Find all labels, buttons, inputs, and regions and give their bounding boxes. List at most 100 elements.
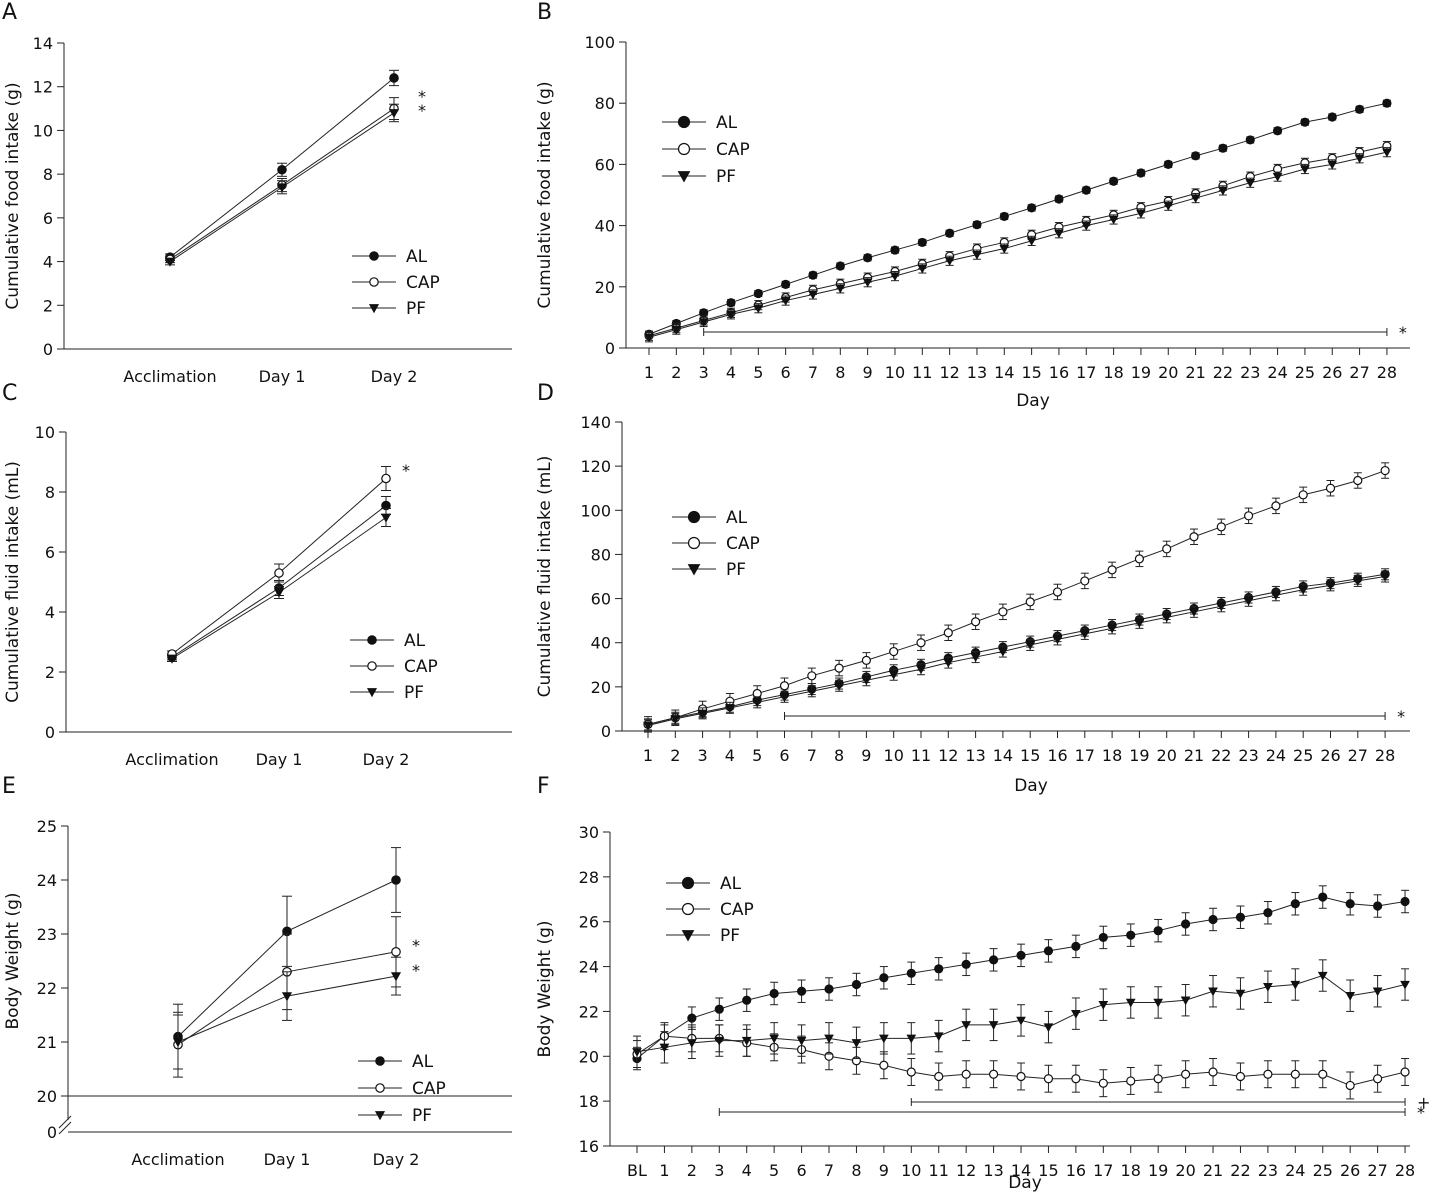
chart-b-point-pf — [999, 244, 1010, 254]
chart-f-point-al — [1208, 914, 1218, 925]
chart-c-legend-marker-pf — [366, 688, 378, 698]
chart-d-xtick-label: 13 — [965, 746, 985, 765]
chart-f-point-al — [796, 986, 807, 996]
chart-d-point-pf — [670, 715, 681, 724]
chart-f-xtick-label: 11 — [929, 1161, 949, 1180]
chart-d-point-pf — [916, 665, 926, 675]
chart-f-point-pf — [1098, 1001, 1109, 1010]
chart-c-point-pf — [273, 588, 285, 598]
chart-d-xtick-label: 9 — [861, 746, 871, 765]
chart-d-point-cap — [1216, 522, 1226, 532]
chart-d-point-pf — [1325, 581, 1336, 591]
chart-f-point-al — [687, 1013, 697, 1023]
chart-f-xtick-label: 21 — [1203, 1161, 1223, 1180]
chart-f-point-al — [934, 964, 944, 974]
chart-a-legend-label: PF — [406, 299, 426, 319]
chart-b-point-al — [1354, 104, 1365, 114]
chart-f-point-pf — [906, 1034, 917, 1044]
cumulative-food-intake-acclimation-chart: 0 2 4 6 8 10 12 14 Acclimation Day 1 Day 2 Cumulati… — [3, 34, 512, 386]
chart-b-xtick-label: 1 — [644, 363, 654, 382]
chart-f-xtick-label: 19 — [1148, 1161, 1168, 1180]
chart-b-point-al — [917, 237, 927, 248]
chart-d-xtick-label: 10 — [884, 746, 904, 765]
chart-a-ytick-label: 10 — [33, 121, 53, 140]
chart-e-ytick-label-zero: 0 — [47, 1123, 57, 1142]
chart-b-xtick-label: 15 — [1021, 363, 1041, 382]
chart-d-xtick-label: 8 — [834, 746, 844, 765]
chart-f-ytick-label: 30 — [579, 823, 599, 842]
chart-f-point-pf — [714, 1036, 725, 1046]
chart-b-point-pf — [753, 304, 764, 314]
chart-b-point-pf — [1327, 160, 1338, 170]
chart-a-point-pf — [388, 109, 400, 119]
chart-f-point-pf — [1125, 998, 1136, 1008]
chart-b-point-pf — [944, 257, 955, 266]
chart-c-ytick-label: 6 — [45, 543, 55, 562]
chart-b-point-al — [781, 279, 791, 289]
chart-d-point-pf — [1298, 586, 1309, 595]
chart-f-xtick-label: 17 — [1093, 1161, 1113, 1180]
chart-b-point-pf — [1218, 186, 1228, 196]
chart-b-xtick-label: 11 — [912, 363, 932, 382]
chart-e-ytick-label: 25 — [37, 817, 57, 836]
chart-b-legend-marker-al — [677, 115, 691, 129]
chart-d-series-cap-line — [647, 470, 1386, 725]
chart-panel-d: 0 20 40 60 80 100 120 140 1 2 3 4 5 6 7 8 9 10 11 12 13 14 15 1… — [520, 390, 1438, 800]
chart-a-legend-label: CAP — [406, 273, 440, 293]
chart-f-point-pf — [632, 1048, 642, 1057]
chart-b-xtick-label: 26 — [1322, 363, 1342, 382]
chart-b-point-pf — [698, 318, 709, 328]
chart-f-xtick-label: 25 — [1313, 1161, 1333, 1180]
chart-f-xtick-label: 4 — [742, 1161, 752, 1180]
chart-c-point-cap — [381, 473, 391, 484]
chart-d-point-pf — [943, 658, 954, 668]
chart-a-legend-item-al: AL — [352, 247, 428, 267]
chart-f-point-al — [1345, 899, 1355, 909]
chart-d-xtick-label: 1 — [643, 746, 653, 765]
chart-b-ytick-label: 100 — [584, 33, 615, 52]
chart-e-series-pf — [172, 956, 402, 1070]
chart-e-xtick-label: Acclimation — [131, 1150, 224, 1169]
chart-b-point-al — [726, 298, 736, 308]
chart-b-point-al — [1382, 98, 1392, 108]
chart-panel-b: 0 20 40 60 80 100 1 2 3 4 5 6 7 8 9 10 11 12 13 14 15 16 17 18 1… — [520, 0, 1438, 420]
chart-f-point-pf — [988, 1021, 999, 1030]
chart-d-xtick-label: 22 — [1211, 746, 1231, 765]
chart-f-point-cap — [1043, 1074, 1054, 1084]
chart-b-point-pf — [1245, 179, 1256, 188]
chart-f-xtick-label: 10 — [901, 1161, 921, 1180]
chart-f-point-cap — [1180, 1069, 1191, 1079]
chart-c-legend-label: CAP — [404, 657, 438, 677]
chart-f-legend-marker-pf — [681, 930, 695, 942]
chart-f-ytick-label: 26 — [579, 913, 599, 932]
chart-f-point-al — [988, 955, 999, 965]
chart-d-point-pf — [1243, 597, 1254, 606]
panel-label-d: D — [537, 381, 554, 406]
chart-f-point-al — [1016, 950, 1026, 960]
chart-b-xtick-label: 17 — [1076, 363, 1096, 382]
chart-b-point-al — [1218, 143, 1228, 153]
chart-f-xtick-label: 24 — [1285, 1161, 1305, 1180]
chart-f-xtick-label: 9 — [879, 1161, 889, 1180]
chart-d-xtick-label: 7 — [807, 746, 817, 765]
chart-b-series-pf-line — [648, 151, 1388, 338]
chart-d-point-pf — [1052, 635, 1063, 645]
chart-e-legend-item-al: AL — [358, 1052, 434, 1072]
chart-f-xtick-label: 6 — [796, 1161, 806, 1180]
chart-b-xtick-label: 20 — [1158, 363, 1178, 382]
chart-e-ytick-label: 20 — [37, 1087, 57, 1106]
chart-f-point-pf — [1263, 983, 1273, 992]
chart-d-xtick-label: 20 — [1157, 746, 1177, 765]
chart-d-point-cap — [1080, 576, 1090, 586]
chart-c-point-cap — [274, 568, 284, 578]
chart-f-point-cap — [1208, 1067, 1218, 1077]
chart-d-ytick-label: 120 — [580, 457, 611, 476]
chart-c-legend-marker-al — [367, 635, 377, 645]
chart-f-point-cap — [1016, 1071, 1026, 1082]
chart-d-xtick-label: 4 — [725, 746, 735, 765]
chart-d-point-pf — [998, 647, 1008, 657]
chart-c-legend-label: PF — [404, 683, 424, 703]
chart-f-xtick-label: 15 — [1038, 1161, 1058, 1180]
chart-f-xtick-label: 2 — [687, 1161, 697, 1180]
chart-f-point-cap — [988, 1069, 999, 1079]
